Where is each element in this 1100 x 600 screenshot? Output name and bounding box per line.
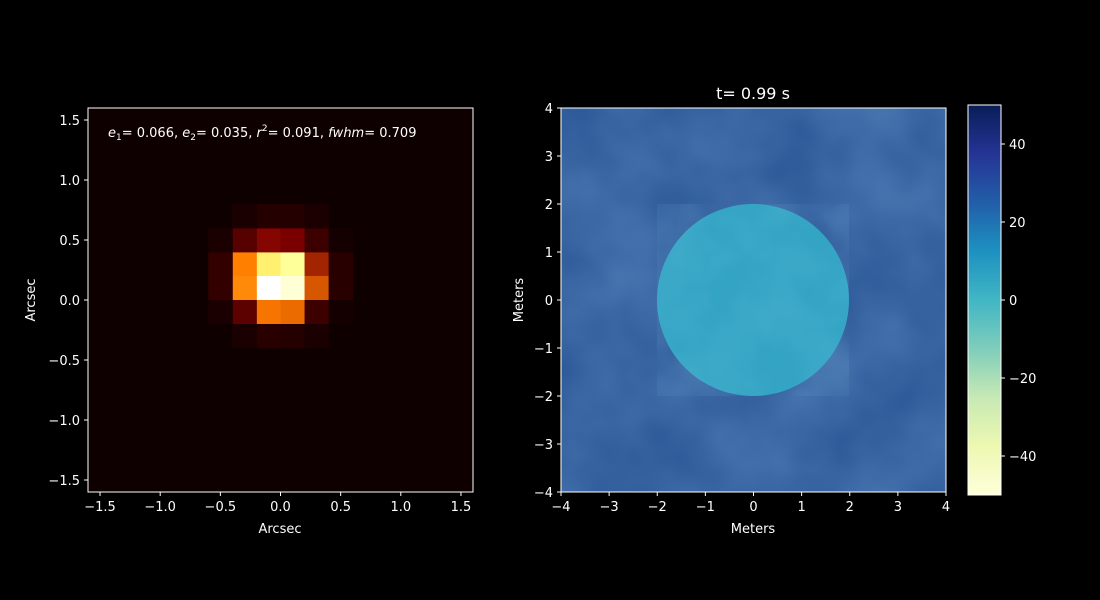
- psf-pixel: [328, 276, 354, 301]
- psf-pixel: [280, 204, 305, 229]
- psf-pixel: [208, 300, 233, 325]
- psf-pixel: [280, 252, 305, 277]
- e2-sub: 2: [190, 133, 196, 143]
- psf-xtick-label: 0.0: [270, 500, 291, 515]
- r2-sup: 2: [262, 124, 268, 134]
- phase-xtick-label: 1: [797, 500, 805, 515]
- psf-xtick-label: 1.5: [451, 500, 472, 515]
- e1-value: = 0.066,: [122, 126, 183, 141]
- colorbar-ticks: 40 20 0 −20 −40: [1001, 138, 1036, 465]
- psf-ytick-label: −1.5: [48, 474, 80, 489]
- psf-pixel: [232, 228, 257, 253]
- phase-xtick-label: 2: [846, 500, 854, 515]
- colorbar-tick-label: 0: [1009, 294, 1017, 309]
- fwhm-label: fwhm: [328, 126, 364, 141]
- psf-annotation: e1= 0.066, e2= 0.035, r2= 0.091, fwhm= 0…: [108, 124, 416, 143]
- phase-xtick-label: −3: [600, 500, 619, 515]
- psf-ytick-label: 1.0: [59, 174, 80, 189]
- psf-xlabel: Arcsec: [258, 522, 301, 537]
- psf-pixel: [232, 300, 257, 325]
- psf-pixel: [232, 252, 257, 277]
- psf-pixel: [280, 228, 305, 253]
- phase-x-ticks: −4 −3 −2 −1 0 1 2 3 4: [551, 492, 950, 515]
- r2-value: = 0.091,: [268, 126, 329, 141]
- psf-pixel: [208, 276, 233, 301]
- psf-panel: −1.5 −1.0 −0.5 0.0 0.5 1.0 1.5 −1.5 −1.0 −0.5 0.0…: [24, 107, 474, 537]
- phase-screen-title: t= 0.99 s: [716, 84, 790, 103]
- psf-ytick-label: −1.0: [48, 414, 80, 429]
- psf-pixel: [232, 324, 257, 349]
- phase-y-ticks: −4 −3 −2 −1 0 1 2 3 4: [534, 102, 561, 501]
- phase-ytick-label: 4: [545, 102, 553, 117]
- phase-xtick-label: −2: [648, 500, 667, 515]
- psf-pixel: [208, 228, 233, 253]
- colorbar: 40 20 0 −20 −40: [967, 104, 1036, 496]
- phase-xtick-label: 4: [942, 500, 950, 515]
- psf-pixels: [208, 204, 354, 349]
- phase-ytick-label: −1: [534, 342, 553, 357]
- colorbar-gradient: [968, 105, 1001, 495]
- psf-ytick-label: 1.5: [59, 114, 80, 129]
- phase-ytick-label: 3: [545, 150, 553, 165]
- psf-pixel: [280, 300, 305, 325]
- psf-xtick-label: 0.5: [330, 500, 351, 515]
- phase-xtick-label: −1: [696, 500, 715, 515]
- psf-pixel: [328, 300, 354, 325]
- psf-pixel: [304, 204, 330, 229]
- phase-screen-panel: t= 0.99 s −4 −3 −2 −1 0 1 2 3 4 −4 −3 −2 −1 0 1 2 3 4 Me…: [512, 84, 950, 537]
- phase-ylabel: Meters: [512, 278, 527, 323]
- psf-ytick-label: −0.5: [48, 354, 80, 369]
- psf-pixel: [208, 252, 233, 277]
- psf-pixel: [232, 276, 257, 301]
- colorbar-tick-label: 20: [1009, 216, 1026, 231]
- psf-xtick-label: −0.5: [205, 500, 237, 515]
- psf-xtick-label: 1.0: [390, 500, 411, 515]
- psf-pixel: [328, 252, 354, 277]
- aperture-turbulence: [657, 204, 849, 396]
- psf-ytick-label: 0.0: [59, 294, 80, 309]
- phase-xlabel: Meters: [731, 522, 776, 537]
- psf-ylabel: Arcsec: [24, 278, 39, 321]
- phase-xtick-label: 0: [749, 500, 757, 515]
- phase-screen-image: [561, 108, 946, 492]
- psf-pixel: [256, 204, 281, 229]
- psf-pixel: [304, 228, 330, 253]
- psf-pixel: [256, 276, 281, 301]
- psf-pixel: [232, 204, 257, 229]
- psf-pixel: [304, 252, 330, 277]
- psf-pixel: [304, 276, 330, 301]
- phase-xtick-label: 3: [894, 500, 902, 515]
- psf-pixel: [256, 300, 281, 325]
- phase-ytick-label: 0: [545, 294, 553, 309]
- psf-pixel: [256, 228, 281, 253]
- fwhm-value: = 0.709: [364, 126, 416, 141]
- psf-pixel: [328, 228, 354, 253]
- psf-pixel: [304, 324, 330, 349]
- colorbar-tick-label: −20: [1009, 372, 1036, 387]
- phase-ytick-label: −3: [534, 438, 553, 453]
- e2-value: = 0.035,: [196, 126, 257, 141]
- phase-xtick-label: −4: [551, 500, 570, 515]
- psf-y-ticks: −1.5 −1.0 −0.5 0.0 0.5 1.0 1.5: [48, 114, 88, 489]
- colorbar-tick-label: −40: [1009, 450, 1036, 465]
- e1-sub: 1: [116, 133, 122, 143]
- phase-ytick-label: 2: [545, 198, 553, 213]
- e1-label: e: [108, 126, 116, 141]
- psf-pixel: [256, 324, 281, 349]
- phase-ytick-label: 1: [545, 246, 553, 261]
- phase-ytick-label: −4: [534, 486, 553, 501]
- psf-pixel: [256, 252, 281, 277]
- psf-pixel: [280, 324, 305, 349]
- phase-ytick-label: −2: [534, 390, 553, 405]
- psf-ytick-label: 0.5: [59, 234, 80, 249]
- psf-x-ticks: −1.5 −1.0 −0.5 0.0 0.5 1.0 1.5: [84, 492, 471, 515]
- psf-xtick-label: −1.5: [84, 500, 116, 515]
- psf-pixel: [280, 276, 305, 301]
- r2-label: r: [257, 126, 264, 141]
- psf-pixel: [304, 300, 330, 325]
- e2-label: e: [182, 126, 190, 141]
- psf-xtick-label: −1.0: [144, 500, 176, 515]
- colorbar-tick-label: 40: [1009, 138, 1026, 153]
